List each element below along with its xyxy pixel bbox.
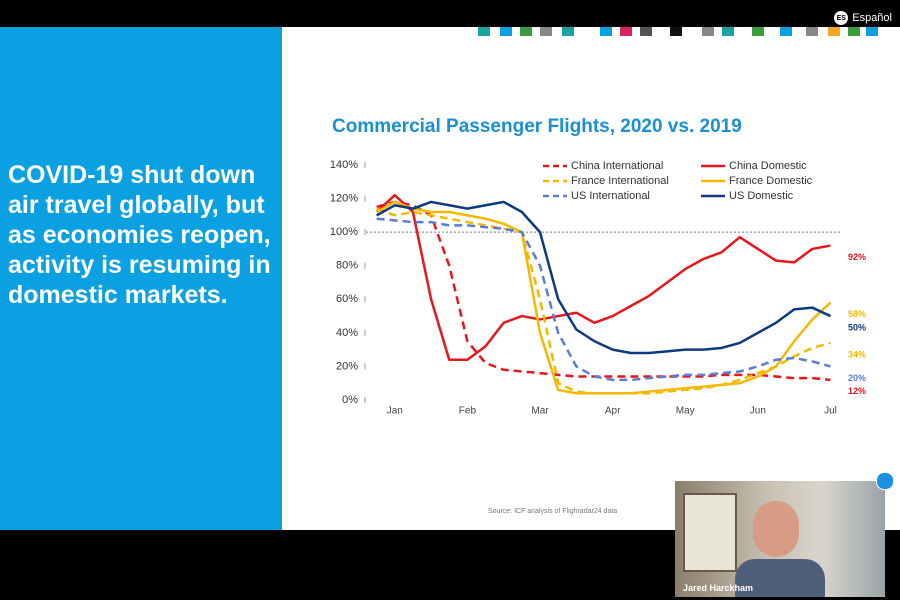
y-tick-label: 80%: [336, 260, 358, 272]
series-line: [376, 217, 831, 382]
value-label: 58%: [848, 309, 866, 319]
x-tick-label: Mar: [531, 406, 549, 417]
participant-face: [753, 501, 799, 557]
legend-label: France Domestic: [729, 175, 813, 187]
participant-name: Jared Harckham: [683, 583, 754, 593]
language-label: Español: [852, 12, 892, 24]
legend-label: China Domestic: [729, 160, 807, 172]
value-label: 12%: [848, 386, 866, 396]
participant-body: [735, 559, 825, 597]
value-label: 92%: [848, 252, 866, 262]
value-label: 50%: [848, 322, 866, 332]
series-line: [376, 200, 832, 395]
legend-label: US Domestic: [729, 190, 794, 202]
y-tick-label: 140%: [330, 159, 358, 171]
series-line: [376, 200, 831, 382]
y-tick-label: 100%: [330, 226, 358, 238]
legend-label: France International: [571, 175, 669, 187]
chart: Commercial Passenger Flights, 2020 vs. 2…: [330, 27, 878, 515]
legend-label: US International: [571, 190, 650, 202]
x-tick-label: Apr: [605, 406, 621, 417]
value-label: 20%: [848, 373, 866, 383]
language-badge: ES: [834, 11, 849, 25]
y-tick-label: 60%: [336, 293, 358, 305]
x-tick-label: May: [676, 406, 695, 417]
language-switch[interactable]: ES Español: [834, 11, 892, 25]
series-line: [376, 200, 832, 355]
legend-label: China International: [571, 160, 663, 172]
video-background: [683, 493, 737, 572]
slide-text: COVID-19 shut down air travel globally, …: [8, 161, 271, 309]
y-tick-label: 120%: [330, 192, 358, 204]
minimize-button[interactable]: [876, 472, 894, 490]
series-line: [375, 193, 831, 361]
slide-panel: [282, 27, 900, 530]
y-tick-label: 40%: [336, 327, 358, 339]
x-tick-label: Jun: [750, 406, 766, 417]
x-tick-label: Jul: [824, 406, 837, 417]
y-tick-label: 0%: [342, 394, 358, 406]
y-tick-label: 20%: [336, 360, 358, 372]
color-strip: [478, 27, 878, 36]
x-tick-label: Feb: [459, 406, 477, 417]
value-label: 34%: [848, 349, 866, 359]
slide-left-panel: [0, 27, 282, 530]
chart-title: Commercial Passenger Flights, 2020 vs. 2…: [332, 116, 742, 137]
participant-video: Jared Harckham: [675, 481, 885, 597]
source-note: Source: ICF analysis of Flighradar24 dat…: [488, 508, 617, 515]
x-tick-label: Jan: [387, 406, 403, 417]
